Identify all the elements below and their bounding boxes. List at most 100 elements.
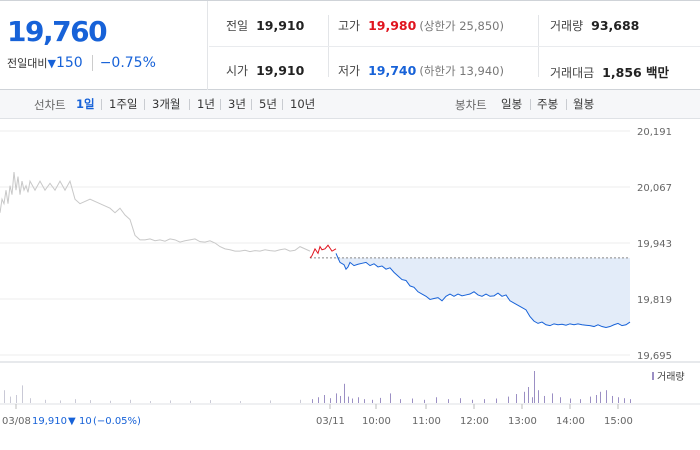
- candle-monthly-button[interactable]: 월봉: [573, 97, 595, 111]
- period-1w-button[interactable]: 1주일: [109, 97, 138, 111]
- today-down-line: [335, 253, 631, 328]
- x-tick-label: 13:00: [508, 416, 537, 427]
- amount-value: 1,856 백만: [602, 65, 670, 80]
- change-value: 150: [55, 55, 83, 71]
- prev-close-label: 전일: [226, 19, 249, 33]
- prev-day-down-icon: ▼: [68, 416, 76, 427]
- intraday-chart: 20,191 20,067 19,943 19,819 19,695 거래량 03/08…: [0, 119, 700, 450]
- open-value: 19,910: [256, 63, 305, 78]
- volume-bar: [532, 397, 533, 403]
- today-up-line: [309, 244, 337, 259]
- divider: [189, 99, 190, 110]
- y-tick-label: 19,819: [637, 295, 672, 306]
- open-cell: 시가 19,910: [226, 62, 304, 79]
- volume-bar: [618, 397, 619, 403]
- volume-bar: [372, 399, 373, 403]
- period-3y-button[interactable]: 3년: [228, 97, 246, 111]
- volume-bar: [400, 399, 401, 403]
- volume-bar: [380, 397, 381, 403]
- volume-bar: [312, 399, 313, 403]
- candle-daily-button[interactable]: 일봉: [501, 97, 523, 111]
- y-axis-labels: 20,191 20,067 19,943 19,819 19,695: [637, 127, 672, 362]
- high-cell: 고가 19,980 (상한가 25,850): [338, 17, 504, 34]
- volume-bar: [390, 393, 391, 403]
- current-price: 19,760: [7, 15, 108, 48]
- x-tick-label: 15:00: [604, 416, 633, 427]
- x-axis-labels: 03/08 03/11 10:00 11:00 12:00 13:00 14:00 15:00: [2, 404, 633, 427]
- volume-bar: [496, 398, 497, 403]
- volume-bar: [340, 395, 341, 403]
- high-label: 고가: [338, 19, 361, 33]
- volume-bar: [596, 395, 597, 403]
- low-label: 저가: [338, 64, 361, 78]
- divider: [144, 99, 145, 110]
- volume-bar: [10, 396, 11, 403]
- volume-bar: [484, 399, 485, 403]
- x-tick-label: 10:00: [362, 416, 391, 427]
- period-3m-button[interactable]: 3개월: [152, 97, 181, 111]
- upper-limit: (상한가 25,850): [419, 19, 504, 33]
- volume-bar: [352, 398, 353, 403]
- volume-bar: [424, 399, 425, 403]
- volume-bar: [364, 399, 365, 403]
- volume-bar: [630, 399, 631, 403]
- volume-bar: [560, 397, 561, 403]
- period-5y-button[interactable]: 5년: [259, 97, 277, 111]
- divider: [566, 99, 567, 110]
- volume-bar: [45, 399, 46, 403]
- amount-cell: 거래대금 1,856 백만: [550, 62, 669, 81]
- volume-bar: [344, 383, 345, 403]
- x-tick-label: 14:00: [556, 416, 585, 427]
- volume-bar: [580, 399, 581, 403]
- volume-bar: [170, 400, 171, 403]
- prev-day-price: 19,910: [32, 416, 67, 427]
- volume-bar: [4, 390, 5, 403]
- amount-label: 거래대금: [550, 66, 595, 80]
- volume-cell: 거래량 93,688: [550, 17, 639, 34]
- period-1d-button[interactable]: 1일: [76, 97, 95, 111]
- divider: [530, 99, 531, 110]
- volume-bar: [318, 397, 319, 403]
- volume-bar: [324, 395, 325, 403]
- volume-bar: [590, 396, 591, 403]
- line-chart-label: 선차트: [34, 98, 66, 112]
- volume-bar: [16, 395, 17, 403]
- volume-bar: [552, 393, 553, 403]
- period-1y-button[interactable]: 1년: [197, 97, 215, 111]
- y-tick-label: 20,191: [637, 127, 672, 138]
- volume-bar: [412, 398, 413, 403]
- quote-panel: 19,760 전일대비▼150 −0.75% 전일 19,910 시가 19,910 …: [0, 0, 700, 91]
- volume-bar: [624, 398, 625, 403]
- divider: [282, 99, 283, 110]
- volume-bar: [570, 398, 571, 403]
- open-label: 시가: [226, 64, 249, 78]
- volume-bar: [508, 396, 509, 403]
- volume-bar: [472, 399, 473, 403]
- period-10y-button[interactable]: 10년: [290, 97, 316, 111]
- volume-bar: [270, 400, 271, 403]
- volume-bar: [22, 385, 23, 403]
- high-value: 19,980: [368, 18, 417, 33]
- volume-bar: [538, 390, 539, 403]
- volume-bar: [448, 399, 449, 403]
- volume-bar: [30, 398, 31, 403]
- x-tick-label: 03/11: [316, 416, 345, 427]
- volume-bar: [528, 387, 529, 403]
- volume-bar: [330, 398, 331, 403]
- volume-bar: [544, 395, 545, 403]
- volume-legend-swatch: [652, 372, 654, 380]
- volume-bar: [534, 371, 535, 403]
- volume-bar: [358, 397, 359, 403]
- x-tick-label: 11:00: [412, 416, 441, 427]
- volume-bar: [348, 396, 349, 403]
- divider: [220, 99, 221, 110]
- volume-bar: [300, 399, 301, 403]
- prev-day-change: 10: [79, 416, 92, 427]
- y-tick-label: 19,695: [637, 351, 672, 362]
- volume-bar: [150, 401, 151, 403]
- candle-chart-label: 봉차트: [455, 98, 487, 112]
- volume-bars: [4, 371, 631, 403]
- volume-bar: [460, 398, 461, 403]
- candle-weekly-button[interactable]: 주봉: [537, 97, 559, 111]
- prev-day-note: 19,910 ▼ 10 (−0.05%): [32, 416, 141, 427]
